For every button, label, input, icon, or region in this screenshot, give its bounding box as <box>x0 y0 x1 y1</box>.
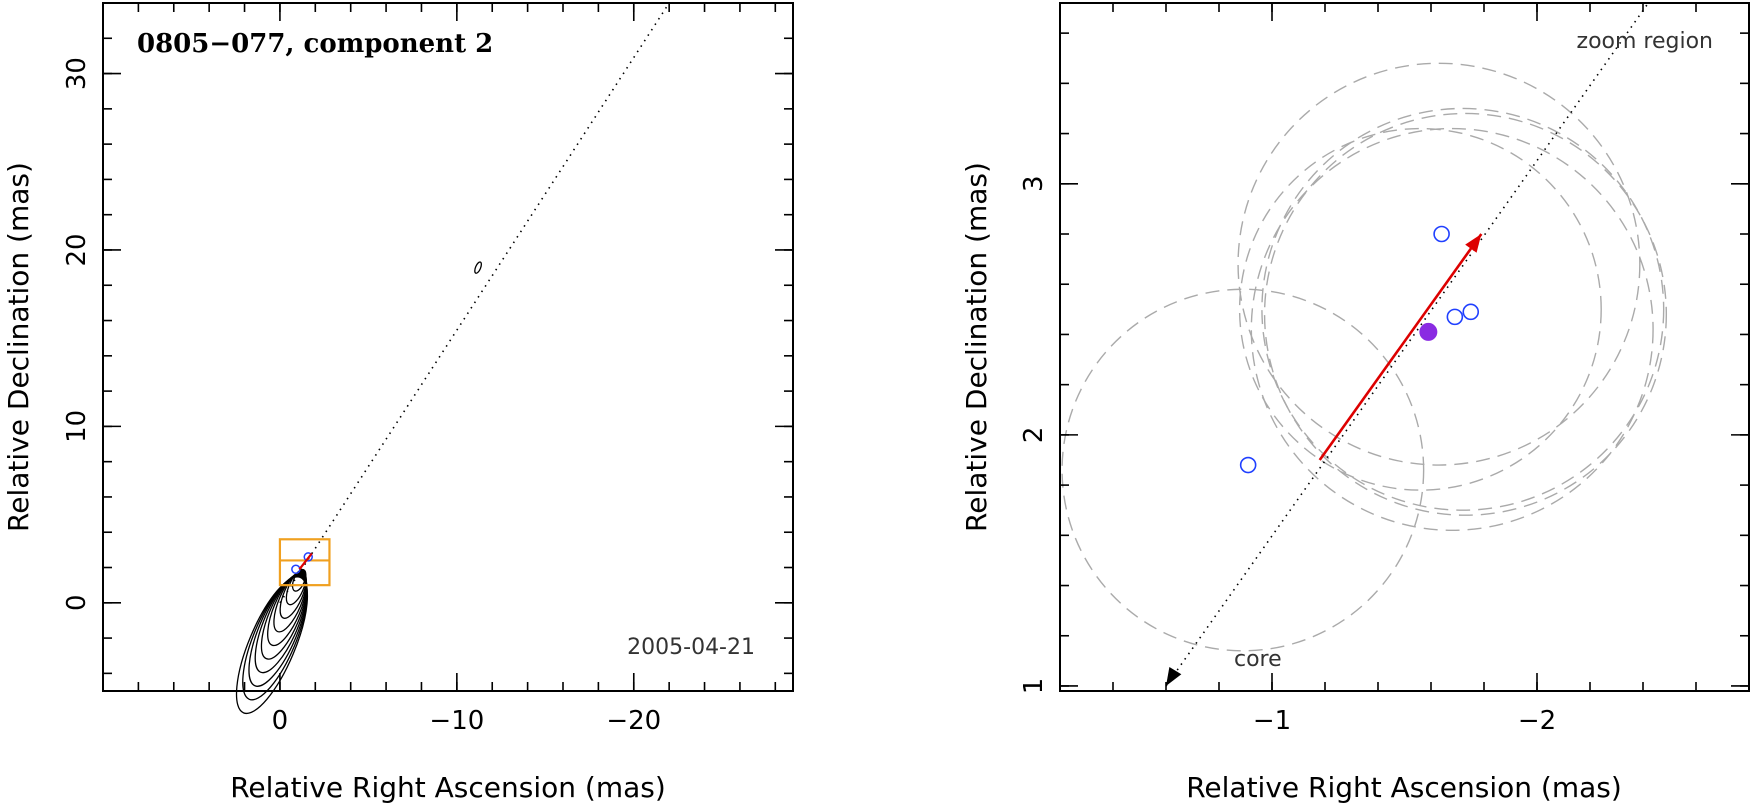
right-y-tick-label: 1 <box>1019 678 1049 695</box>
left-x-axis-label: Relative Right Ascension (mas) <box>230 771 666 804</box>
core-arrowhead <box>1166 666 1182 686</box>
right-x-axis-label: Relative Right Ascension (mas) <box>1186 771 1622 804</box>
jet-line <box>1165 2 1649 687</box>
component-position-circle <box>1239 456 1257 474</box>
left-y-axis-label: Relative Declination (mas) <box>2 162 35 532</box>
right-y-tick-label: 3 <box>1019 176 1049 193</box>
right-plot-frame <box>1059 2 1750 692</box>
velocity-arrowhead <box>1465 234 1482 253</box>
contour-map <box>235 261 482 715</box>
left-y-tick-label: 30 <box>62 57 92 90</box>
right-x-tick-label: −1 <box>1253 706 1291 736</box>
contour-level <box>267 572 308 647</box>
component-position-circle <box>1446 308 1464 326</box>
core-label: core <box>1234 647 1282 672</box>
velocity-arrow-mini <box>298 552 313 570</box>
left-y-tick-label: 20 <box>62 233 92 266</box>
left-axis-ticks: 0 −10 −20 0 10 20 30 <box>62 2 793 736</box>
zoom-region-label: zoom region <box>1577 29 1713 54</box>
contour-level <box>248 574 308 687</box>
left-plot-frame <box>102 2 794 692</box>
left-panel: 0 −10 −20 0 10 20 30 0805−077, component 2 200… <box>2 2 794 804</box>
velocity-arrow <box>1318 233 1483 461</box>
left-x-tick-label: −20 <box>606 706 661 736</box>
contour-level <box>260 572 308 660</box>
uncertainty-circle <box>1263 112 1668 516</box>
left-x-tick-label: 0 <box>272 706 289 736</box>
component-position-circle <box>1462 303 1480 321</box>
jet-dotted-line <box>1165 2 1649 687</box>
left-x-tick-label: −10 <box>429 706 484 736</box>
contour-level <box>242 575 308 701</box>
component-marker <box>303 552 313 562</box>
right-x-tick-label: −2 <box>1518 706 1556 736</box>
uncertainty-circle <box>1250 127 1654 531</box>
uncertainty-circle <box>1238 127 1602 491</box>
left-epoch-label: 2005-04-21 <box>627 635 755 660</box>
left-y-tick-label: 10 <box>62 410 92 443</box>
contour-level <box>273 571 307 633</box>
left-y-tick-label: 0 <box>62 595 92 612</box>
uncertainty-circle <box>1237 62 1641 466</box>
secondary-contour <box>474 261 482 274</box>
contour-level <box>254 573 308 674</box>
right-y-tick-label: 2 <box>1019 427 1049 444</box>
zoom-box <box>278 538 331 587</box>
jet-direction-line <box>278 2 670 604</box>
component-positions <box>1239 225 1483 474</box>
contour-level <box>291 568 307 592</box>
contour-level <box>235 576 309 715</box>
mean-position-point <box>1419 322 1438 341</box>
contour-level <box>279 570 307 619</box>
left-plot-title: 0805−077, component 2 <box>137 29 493 59</box>
right-axis-ticks: −1 −2 1 2 3 <box>1019 3 1749 736</box>
uncertainty-circle <box>1261 107 1665 511</box>
uncertainty-circles <box>1061 62 1668 652</box>
right-panel: −1 −2 1 2 3 zoom region core Relative Right … <box>960 2 1750 804</box>
right-y-axis-label: Relative Declination (mas) <box>960 162 993 532</box>
jet-direction-dotted-line <box>279 2 670 604</box>
component-position-circle <box>1433 225 1450 243</box>
uncertainty-circle <box>1061 288 1425 652</box>
component-marker <box>291 564 301 575</box>
